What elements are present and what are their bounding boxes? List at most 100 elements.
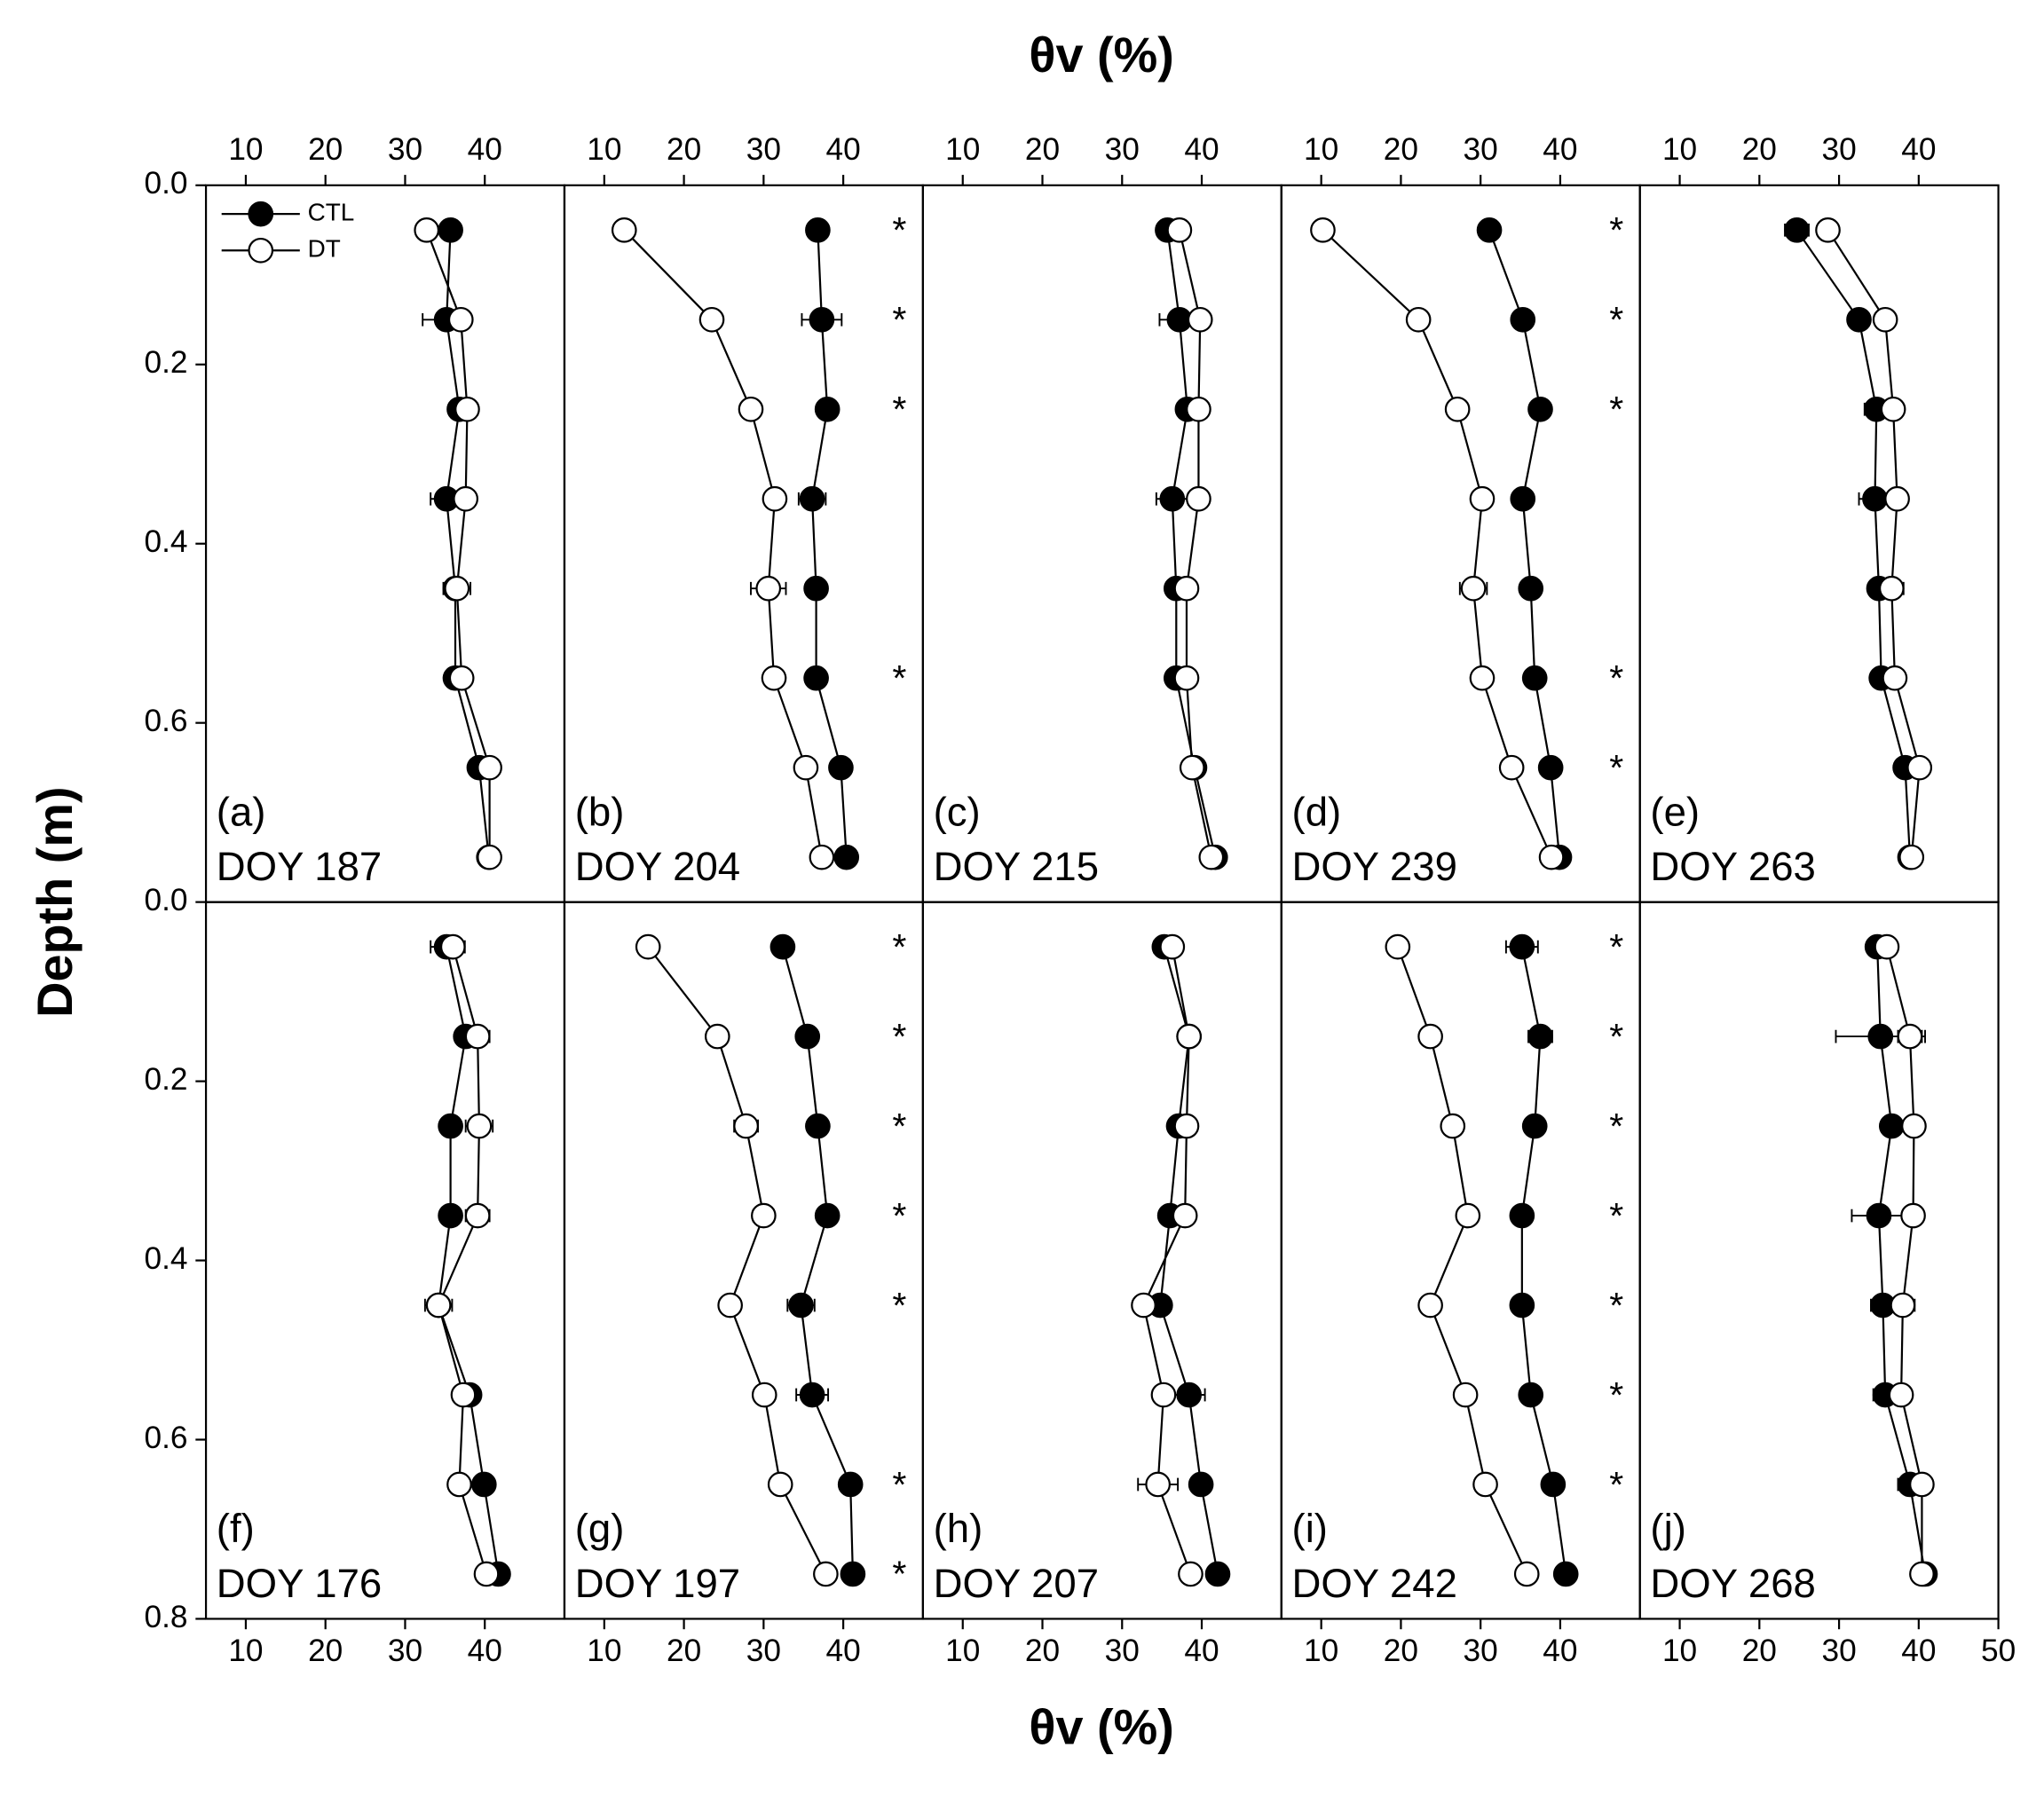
y-tick-label: 0.2 bbox=[144, 1062, 187, 1097]
data-point bbox=[438, 217, 463, 243]
x-axis-title-top: θv (%) bbox=[1029, 27, 1173, 83]
data-point bbox=[799, 1382, 825, 1408]
data-point bbox=[1176, 1023, 1202, 1050]
data-point bbox=[837, 1471, 864, 1498]
y-tick-label: 0.6 bbox=[144, 1421, 187, 1455]
significance-mark: * bbox=[892, 1285, 906, 1326]
data-point bbox=[611, 217, 637, 243]
data-point bbox=[814, 1202, 840, 1229]
data-point bbox=[1173, 1113, 1200, 1139]
x-tick-label: 20 bbox=[1742, 132, 1777, 167]
x-tick-label: 20 bbox=[667, 1634, 701, 1668]
data-point bbox=[1417, 1292, 1443, 1319]
significance-mark: * bbox=[892, 389, 906, 429]
series-line bbox=[425, 229, 491, 858]
data-point bbox=[1417, 1023, 1443, 1050]
panel-title: DOY 187 bbox=[217, 844, 382, 889]
data-point bbox=[805, 1113, 831, 1139]
data-point bbox=[767, 1471, 793, 1498]
data-point bbox=[794, 1023, 821, 1050]
panel-label: (b) bbox=[575, 789, 625, 834]
data-point bbox=[1510, 485, 1536, 512]
data-point bbox=[635, 933, 661, 960]
series-line bbox=[1142, 946, 1192, 1575]
significance-mark: * bbox=[1609, 1195, 1623, 1236]
data-point bbox=[1784, 217, 1810, 243]
data-point bbox=[439, 933, 466, 960]
data-point bbox=[1179, 754, 1205, 781]
x-tick-label: 30 bbox=[1464, 132, 1498, 167]
data-point bbox=[803, 575, 829, 602]
data-point bbox=[1890, 1292, 1916, 1319]
data-point bbox=[793, 754, 819, 781]
y-tick-label: 0.4 bbox=[144, 1241, 187, 1276]
x-tick-label: 10 bbox=[1304, 1634, 1338, 1668]
data-point bbox=[717, 1292, 743, 1319]
legend-label: DT bbox=[308, 235, 341, 263]
significance-mark: * bbox=[1609, 389, 1623, 429]
data-point bbox=[1513, 1561, 1540, 1587]
data-point bbox=[473, 1561, 500, 1587]
panel-title: DOY 197 bbox=[575, 1561, 740, 1606]
significance-mark: * bbox=[1609, 1106, 1623, 1146]
x-tick-label: 30 bbox=[1821, 132, 1856, 167]
panel-label: (c) bbox=[934, 789, 981, 834]
x-tick-label: 40 bbox=[826, 132, 861, 167]
data-point bbox=[448, 665, 475, 691]
y-tick-label: 0.2 bbox=[144, 345, 187, 380]
significance-mark: * bbox=[1609, 657, 1623, 698]
y-tick-label: 0.0 bbox=[144, 166, 187, 201]
data-point bbox=[1540, 1471, 1567, 1498]
data-point bbox=[1509, 1202, 1535, 1229]
data-point bbox=[1846, 306, 1872, 333]
data-point bbox=[840, 1561, 866, 1587]
panel-label: (e) bbox=[1650, 789, 1700, 834]
data-point bbox=[1878, 1113, 1905, 1139]
data-point bbox=[1452, 1382, 1479, 1408]
series-line bbox=[1795, 229, 1912, 858]
significance-mark: * bbox=[892, 209, 906, 250]
significance-mark: * bbox=[1609, 747, 1623, 788]
series-line bbox=[1178, 230, 1212, 858]
panel-frame bbox=[204, 901, 566, 1620]
x-tick-label: 30 bbox=[1105, 1634, 1140, 1668]
data-point bbox=[1538, 844, 1565, 870]
x-tick-label: 40 bbox=[1184, 132, 1219, 167]
data-point bbox=[1440, 1113, 1466, 1139]
x-tick-label: 40 bbox=[1901, 1634, 1936, 1668]
data-point bbox=[1186, 485, 1211, 512]
series-line bbox=[437, 946, 488, 1575]
data-point bbox=[1472, 1471, 1498, 1498]
y-tick-label: 0.6 bbox=[144, 704, 187, 738]
data-point bbox=[1405, 306, 1432, 333]
significance-mark: * bbox=[892, 1195, 906, 1236]
data-point bbox=[1172, 1202, 1198, 1229]
x-tick-label: 10 bbox=[1304, 132, 1338, 167]
panel-title: DOY 215 bbox=[934, 844, 1099, 889]
data-point bbox=[1173, 665, 1200, 691]
series-line bbox=[438, 946, 500, 1575]
data-point bbox=[464, 1202, 491, 1229]
significance-mark: * bbox=[1609, 926, 1623, 967]
series-line bbox=[781, 946, 854, 1575]
significance-mark: * bbox=[1609, 1374, 1623, 1415]
legend-marker bbox=[248, 237, 274, 264]
significance-mark: * bbox=[1609, 1464, 1623, 1505]
data-point bbox=[813, 1561, 839, 1587]
data-point bbox=[1518, 1382, 1544, 1408]
panel-title: DOY 239 bbox=[1292, 844, 1457, 889]
x-tick-label: 10 bbox=[1662, 1634, 1697, 1668]
significance-mark: * bbox=[892, 1464, 906, 1505]
data-point bbox=[704, 1023, 730, 1050]
data-point bbox=[1518, 575, 1544, 602]
series-line bbox=[1488, 229, 1561, 858]
data-point bbox=[1444, 396, 1471, 422]
data-point bbox=[814, 396, 840, 422]
y-tick-label: 0.4 bbox=[144, 524, 187, 559]
legend-marker bbox=[248, 201, 274, 227]
y-tick-label: 0.8 bbox=[144, 1600, 187, 1634]
x-tick-label: 40 bbox=[1543, 132, 1577, 167]
data-point bbox=[1901, 1113, 1927, 1139]
data-point bbox=[751, 1382, 777, 1408]
data-point bbox=[698, 306, 725, 333]
